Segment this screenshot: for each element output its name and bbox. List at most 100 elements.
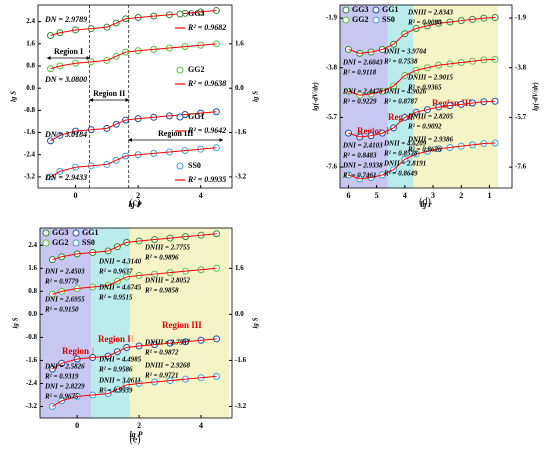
x-tick-label: 2 xyxy=(136,191,140,200)
fit-line xyxy=(348,58,496,96)
y2-axis-label: lg(-dV/dr) xyxy=(532,82,540,111)
legend-label: SS0 xyxy=(188,161,201,170)
region xyxy=(340,5,388,188)
fit-line xyxy=(348,142,496,180)
annotation: DNII = 4.6745 xyxy=(98,284,142,292)
y-axis-label: lg S xyxy=(12,317,20,328)
annotation: R² = 0.8787 xyxy=(383,98,418,106)
annotation: R² = 0.9858 xyxy=(144,287,179,295)
legend-label: GG3 xyxy=(352,5,368,14)
fit-line xyxy=(50,111,217,142)
y-tick-label: 2.4 xyxy=(28,241,37,249)
y-tick-label: -7.6 xyxy=(326,163,338,171)
y-tick-label: -2.4 xyxy=(26,379,38,387)
annotation: R² = 0.9939 xyxy=(98,387,133,395)
y-tick-label: 0.0 xyxy=(28,310,37,318)
annotation: DNIII = 2.8052 xyxy=(144,277,191,285)
annotation: R² = 0.9872 xyxy=(144,349,179,357)
legend-label: GG1 xyxy=(82,228,98,237)
annotation: R² = 0.8578 xyxy=(383,150,418,158)
x-tick-label: 3 xyxy=(431,191,435,200)
annotation: DNI = 2.4103 xyxy=(342,142,383,150)
annotation: DNII = 4.9026 xyxy=(383,88,427,96)
annotation: DNII = 4.4985 xyxy=(98,356,142,364)
y-tick-label: 2.4 xyxy=(26,17,35,25)
annotation: R² = 0.9150 xyxy=(44,306,79,314)
annotation: R² = 0.9118 xyxy=(342,69,377,77)
annotation: DNIII = 2.8205 xyxy=(407,113,454,121)
y2-tick-label: -1.6 xyxy=(235,356,247,364)
x-tick-label: 2 xyxy=(137,421,141,430)
y-tick-label: 1.6 xyxy=(28,264,37,272)
annotation: R² = 0.9586 xyxy=(98,366,133,374)
annotation: DNI = 2.4478 xyxy=(342,88,383,96)
annotation: R² = 0.9721 xyxy=(144,372,179,380)
annotation: DNII = 4.3140 xyxy=(98,258,142,266)
y2-tick-label: -1.6 xyxy=(235,128,247,136)
annotation: R² = 0.9779 xyxy=(44,278,79,286)
y2-tick-label: -3.2 xyxy=(235,402,247,410)
region xyxy=(129,228,229,418)
region-label: Region III xyxy=(158,129,193,138)
y-tick-label: 0.0 xyxy=(26,84,35,92)
legend-label: GG3 xyxy=(188,9,204,18)
legend-label: SS0 xyxy=(382,15,395,24)
region-label: Region I xyxy=(54,47,83,56)
fit-line xyxy=(50,147,217,178)
annotation: DNI = 2.6955 xyxy=(44,296,85,304)
y-tick-label: -0.8 xyxy=(26,333,38,341)
plot-frame xyxy=(339,4,513,189)
x-tick-label: 6 xyxy=(346,191,350,200)
fit-line xyxy=(52,338,217,370)
y2-axis-label: lg S xyxy=(252,91,260,102)
y-tick-label: -0.8 xyxy=(24,106,36,114)
x-tick-label: 4 xyxy=(199,421,203,430)
annotation: DNII = 2.8191 xyxy=(383,160,426,168)
x-tick-label: 2 xyxy=(459,191,463,200)
annotation: R² = 0.9365 xyxy=(407,84,442,92)
annotation: DNII = 3.0611 xyxy=(98,377,141,385)
y-tick-label: 1.6 xyxy=(26,39,35,47)
y2-tick-label: -3.2 xyxy=(235,173,247,181)
annotation: R² = 0.7461 xyxy=(342,172,377,180)
legend-label: SS0 xyxy=(82,238,95,247)
legend-label: GG3 xyxy=(52,228,68,237)
r-squared: R² = 0.9682 xyxy=(187,23,226,32)
annotation: R² = 0.9092 xyxy=(407,123,442,131)
fit-line xyxy=(52,375,217,407)
fit-line xyxy=(52,267,217,295)
fit-line xyxy=(348,17,496,54)
y2-axis-label: lg S xyxy=(252,317,260,328)
legend-marker xyxy=(372,6,380,14)
legend-marker xyxy=(372,16,380,24)
annotation: DNIII = 2.9015 xyxy=(407,74,454,82)
y2-tick-label: 0.0 xyxy=(235,84,244,92)
legend-marker xyxy=(42,229,50,237)
y-tick-label: -3.2 xyxy=(26,402,38,410)
y-tick-label: -1.6 xyxy=(26,356,38,364)
legend-marker xyxy=(72,229,80,237)
annotation: R² = 0.8626 xyxy=(407,146,442,154)
y-tick-label: -1.9 xyxy=(326,14,338,22)
annotation: DNIII = 2.8343 xyxy=(407,9,454,17)
y2-tick-label: -1.9 xyxy=(515,14,527,22)
annotation: DNIII = 2.9268 xyxy=(144,362,191,370)
x-axis-label: lg P xyxy=(129,430,142,439)
legend-marker xyxy=(42,239,50,247)
legend-label: GG1 xyxy=(382,5,398,14)
region xyxy=(40,228,92,418)
annotation: R² = 0.9229 xyxy=(342,98,377,106)
fractal-dimension: DN = 3.0800 xyxy=(44,75,87,84)
y-tick-label: -3.2 xyxy=(24,173,36,181)
annotation: R² = 0.8483 xyxy=(342,152,377,160)
annotation: DNI = 2.6043 xyxy=(342,59,383,67)
panel-label: (e) xyxy=(129,434,140,445)
legend-marker xyxy=(342,16,350,24)
y-tick-label: 0.8 xyxy=(26,62,35,70)
y2-tick-label: 1.6 xyxy=(235,39,244,47)
fractal-dimension: DN = 2.9433 xyxy=(44,173,87,182)
annotation: DNIII = 2.7755 xyxy=(144,244,191,252)
fit-line xyxy=(348,100,496,138)
x-tick-label: 0 xyxy=(75,421,79,430)
